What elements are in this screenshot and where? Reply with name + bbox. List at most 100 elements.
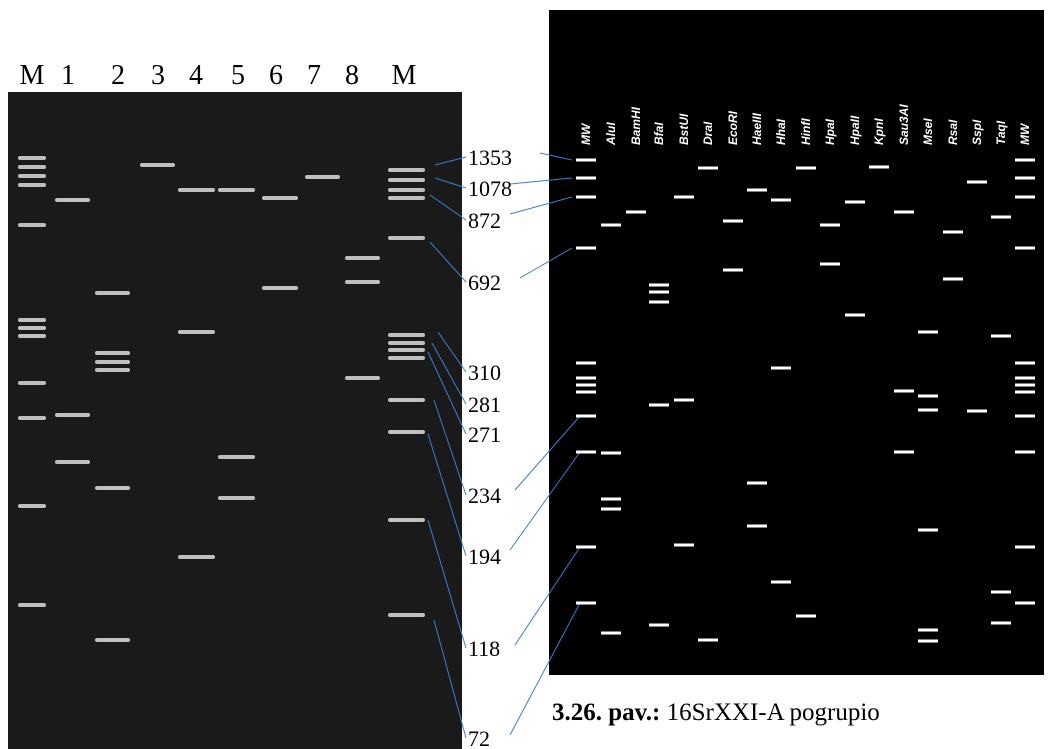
gel-band (388, 518, 425, 522)
virtual-band (674, 543, 694, 547)
gel-band (388, 236, 425, 240)
virtual-band (1015, 383, 1035, 387)
virtual-band (894, 450, 914, 454)
size-label: 1353 (468, 145, 512, 170)
virtual-band (918, 408, 938, 412)
gel-band (388, 196, 425, 200)
size-label: 310 (468, 360, 501, 385)
gel-band (388, 178, 425, 182)
lane-label: 5 (231, 60, 245, 91)
lane-label: HpaII (848, 115, 862, 145)
connector (427, 351, 467, 435)
gel-band (388, 168, 425, 172)
lane-label: BstUI (677, 113, 691, 145)
virtual-band (894, 389, 914, 393)
virtual-band (747, 524, 767, 528)
gel-band (178, 330, 215, 334)
gel-band (18, 326, 46, 330)
virtual-band (918, 394, 938, 398)
gel-band (55, 413, 90, 417)
gel-band (95, 638, 130, 642)
virtual-band (991, 590, 1011, 594)
gel-band (18, 156, 46, 160)
lane-label: AluI (604, 122, 618, 146)
gel-band (388, 333, 425, 337)
virtual-band (918, 528, 938, 532)
gel-band (218, 188, 255, 192)
gel-band (18, 223, 46, 227)
lane-label: DraI (701, 121, 715, 145)
connector (433, 399, 467, 496)
size-label: 194 (468, 544, 501, 569)
virtual-band (723, 219, 743, 223)
virtual-band (771, 580, 791, 584)
virtual-band (576, 414, 596, 418)
virtual-band (943, 277, 963, 281)
gel-band (218, 496, 255, 500)
virtual-band (820, 223, 840, 227)
connector (431, 342, 467, 405)
virtual-band (771, 198, 791, 202)
gel-band (55, 460, 90, 464)
gel-band (18, 165, 46, 169)
virtual-band (796, 614, 816, 618)
virtual-band (1015, 390, 1035, 394)
gel-band (18, 504, 46, 508)
virtual-band (943, 230, 963, 234)
gel-band (388, 356, 425, 360)
lane-label: HhaI (774, 118, 788, 145)
gel-band (18, 318, 46, 322)
virtual-band (894, 210, 914, 214)
virtual-gel (549, 10, 1044, 675)
gel-band (18, 381, 46, 385)
virtual-band (576, 383, 596, 387)
lane-label: BfaI (652, 122, 666, 145)
gel-band (262, 196, 298, 200)
lane-label: TaqI (994, 120, 1008, 145)
connector (509, 602, 581, 736)
size-label: 234 (468, 483, 501, 508)
connector (434, 156, 467, 166)
gel-band (218, 455, 255, 459)
gel-band (18, 183, 46, 187)
virtual-band (649, 403, 669, 407)
virtual-band (576, 390, 596, 394)
virtual-band (1015, 195, 1035, 199)
connector (429, 241, 467, 283)
virtual-band (918, 330, 938, 334)
gel-band (388, 398, 425, 402)
virtual-band (698, 638, 718, 642)
gel-band (95, 486, 130, 490)
size-label: 271 (468, 422, 501, 447)
lane-label: Sau3AI (897, 104, 911, 145)
connector (509, 196, 573, 215)
lane-label: HpaI (823, 118, 837, 145)
connector (429, 194, 467, 221)
virtual-band (576, 158, 596, 162)
gel-band (388, 341, 425, 345)
gel-band (388, 613, 425, 617)
virtual-band (918, 628, 938, 632)
virtual-band (698, 166, 718, 170)
virtual-band (747, 481, 767, 485)
gel-band (18, 174, 46, 178)
size-label: 872 (468, 208, 501, 233)
virtual-band (747, 188, 767, 192)
virtual-band (991, 215, 1011, 219)
size-label: 72 (468, 726, 490, 749)
virtual-band (723, 268, 743, 272)
gel-band (388, 430, 425, 434)
gel-band (95, 351, 130, 355)
gel-band (262, 286, 298, 290)
virtual-band (918, 639, 938, 643)
virtual-band (601, 223, 621, 227)
gel-band (95, 291, 130, 295)
virtual-band (576, 361, 596, 365)
lane-label: MseI (921, 118, 935, 145)
lane-label: 7 (307, 60, 321, 91)
lane-label: 1 (61, 60, 75, 91)
virtual-band (601, 451, 621, 455)
virtual-band (820, 262, 840, 266)
virtual-band (649, 623, 669, 627)
